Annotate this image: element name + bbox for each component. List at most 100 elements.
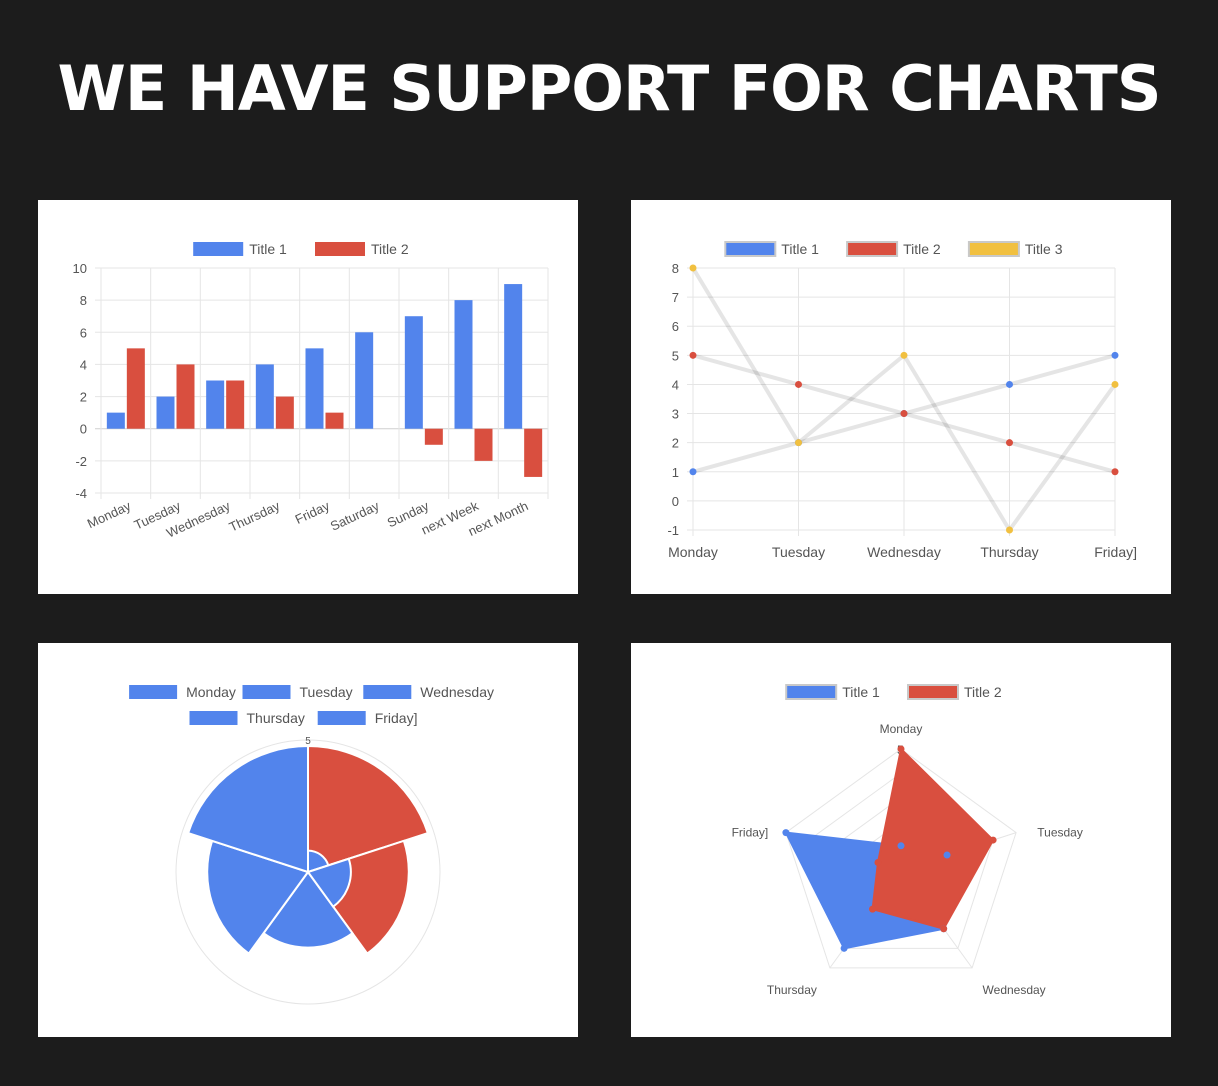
radar-legend-swatch-1 — [907, 684, 959, 700]
bar-ytick-2: 6 — [80, 325, 87, 340]
bar-0-1 — [156, 396, 175, 429]
polar-segment-2 — [262, 870, 354, 949]
radar-axis-label-0: Monday — [880, 722, 923, 736]
bar-0-4 — [305, 348, 324, 429]
line-legend-swatch-0 — [724, 241, 777, 257]
bar-1-1 — [176, 364, 195, 429]
polar-segment-0 — [307, 744, 430, 874]
bar-xtick-5: Saturday — [328, 498, 382, 534]
bar-0-2 — [206, 380, 225, 429]
line-point-2-2 — [900, 351, 908, 359]
line-ytick-7: 1 — [672, 465, 679, 480]
page-title: WE HAVE SUPPORT FOR CHARTS — [57, 52, 1162, 125]
radar-legend-label-0: Title 1 — [842, 684, 880, 700]
line-legend-label-0: Title 1 — [781, 241, 819, 257]
line-point-2-0 — [689, 264, 697, 272]
bar-0-3 — [255, 364, 274, 429]
polar-legend-label-4: Friday] — [375, 710, 418, 726]
line-point-1-4 — [1111, 468, 1119, 476]
bar-1-8 — [524, 428, 543, 477]
polar-legend-label-0: Monday — [186, 684, 236, 700]
bar-ytick-3: 4 — [80, 357, 87, 372]
radar-ring-5 — [785, 748, 1017, 969]
line-point-2-1 — [795, 439, 802, 447]
polar-area-chart-panel: Monday Tuesday Wednesday Thursday Friday] 5 — [38, 643, 578, 1037]
radar-axis-label-4: Friday] — [732, 826, 769, 840]
line-xtick-0: Monday — [668, 544, 718, 560]
line-xtick-4: Friday] — [1094, 544, 1137, 560]
radar-axis-label-2: Wednesday — [983, 983, 1046, 997]
bar-ytick-0: 10 — [73, 261, 87, 276]
polar-segment-3 — [206, 839, 310, 955]
line-xtick-2: Wednesday — [867, 544, 941, 560]
bar-xtick-0: Monday — [85, 498, 134, 531]
bar-0-6 — [404, 316, 423, 429]
bar-legend-swatch-0 — [193, 242, 244, 256]
polar-legend-swatch-0 — [129, 685, 178, 699]
radar-point-0-3 — [840, 944, 848, 952]
bar-0-8 — [504, 284, 523, 429]
polar-segment-4 — [186, 744, 309, 874]
line-ytick-3: 5 — [672, 348, 679, 363]
polar-legend-swatch-3 — [189, 711, 238, 725]
radar-point-1-1 — [989, 836, 997, 844]
bar-0-0 — [106, 412, 125, 429]
polar-legend-swatch-2 — [363, 685, 412, 699]
radar-point-0-0 — [897, 842, 905, 850]
radar-point-0-4 — [782, 829, 790, 837]
polar-legend-swatch-4 — [317, 711, 366, 725]
line-ytick-6: 2 — [672, 436, 679, 451]
radar-series-1 — [871, 746, 995, 930]
line-ytick-4: 4 — [672, 377, 679, 392]
line-ytick-9: -1 — [667, 523, 679, 538]
bar-1-2 — [226, 380, 245, 429]
line-point-0-3 — [1006, 380, 1013, 388]
line-ytick-8: 0 — [672, 494, 679, 509]
line-legend-label-1: Title 2 — [903, 241, 941, 257]
line-ytick-2: 6 — [672, 319, 679, 334]
line-point-2-4 — [1111, 380, 1119, 388]
bar-ytick-4: 2 — [80, 390, 87, 405]
bar-1-4 — [325, 412, 344, 429]
line-point-0-0 — [689, 468, 697, 476]
polar-legend-label-3: Thursday — [247, 710, 305, 726]
polar-inner-segment-1 — [306, 857, 352, 909]
line-xtick-3: Thursday — [980, 544, 1038, 560]
bar-0-5 — [355, 332, 374, 429]
bar-ytick-5: 0 — [80, 422, 87, 437]
line-ytick-0: 8 — [672, 261, 679, 276]
radar-point-1-3 — [869, 905, 877, 913]
line-point-1-3 — [1006, 439, 1013, 447]
line-point-0-4 — [1111, 351, 1119, 359]
polar-scale-label: 5 — [305, 736, 311, 747]
radar-legend-swatch-0 — [785, 684, 838, 700]
radar-point-1-4 — [874, 859, 882, 867]
polar-legend-swatch-1 — [242, 685, 291, 699]
radar-point-0-1 — [943, 851, 951, 859]
bar-ytick-6: -2 — [75, 454, 87, 469]
bar-chart: Title 1 Title 21086420-2-4MondayTuesdayWe… — [73, 241, 549, 541]
line-chart-panel: Title 1 Title 2 Title 3 8 7 6 5 4 3 2 1 0 -1 Monday Tu… — [631, 200, 1171, 594]
bar-ytick-7: -4 — [75, 486, 87, 501]
bar-legend-swatch-1 — [315, 242, 365, 256]
bar-ytick-1: 8 — [80, 293, 87, 308]
polar-legend-label-2: Wednesday — [420, 684, 494, 700]
bar-xtick-4: Friday — [293, 498, 333, 527]
polar-area-chart: Monday Tuesday Wednesday Thursday Friday] 5 — [129, 684, 494, 1005]
line-ytick-5: 3 — [672, 407, 679, 422]
line-point-1-0 — [689, 351, 697, 359]
polar-outer-ring — [175, 739, 441, 1005]
bar-chart-panel: Title 1 Title 2 10 8 6 4 2 0 -2 -4 Monday Tuesday We… — [38, 200, 578, 594]
radar-axis-label-1: Tuesday — [1037, 826, 1083, 840]
bar-legend-label-1: Title 2 — [371, 241, 409, 257]
line-xtick-1: Tuesday — [772, 544, 825, 560]
line-legend-swatch-1 — [846, 241, 899, 257]
line-chart: Title 1 Title 2 Title 3 8 7 6 5 4 3 2 1 0 -1 Monday Tu… — [667, 241, 1137, 560]
bar-1-0 — [126, 348, 145, 429]
radar-axis-label-3: Thursday — [767, 983, 817, 997]
line-legend-label-2: Title 3 — [1025, 241, 1063, 257]
line-point-1-1 — [795, 380, 802, 388]
line-ytick-1: 7 — [672, 290, 679, 305]
